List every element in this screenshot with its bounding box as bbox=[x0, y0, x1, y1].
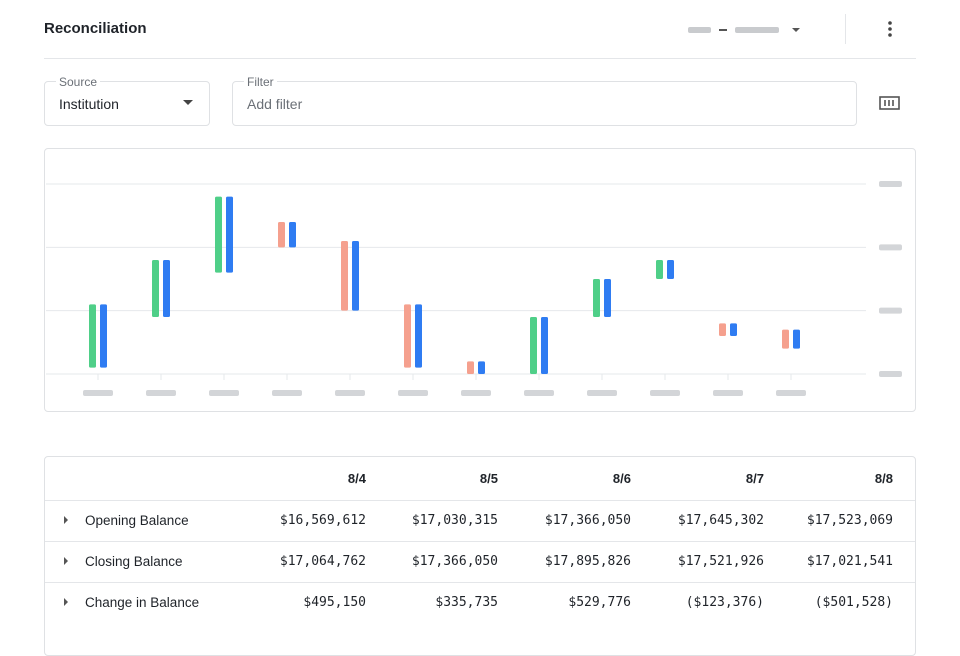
date-placeholder[interactable] bbox=[688, 27, 711, 33]
change-bar bbox=[593, 279, 600, 317]
cell-value: ($501,528) bbox=[814, 595, 893, 610]
cell-value: $17,645,302 bbox=[677, 513, 764, 528]
page-title: Reconciliation bbox=[44, 20, 147, 37]
cell-value: $17,366,050 bbox=[544, 513, 631, 528]
row-divider bbox=[45, 541, 915, 542]
balance-bar bbox=[100, 304, 107, 368]
cell-value: $17,021,541 bbox=[806, 554, 893, 569]
date-dash bbox=[719, 29, 727, 31]
header-rule bbox=[44, 58, 916, 59]
balance-bar bbox=[226, 196, 233, 273]
cell-value: $17,030,315 bbox=[411, 513, 498, 528]
expand-toggle[interactable] bbox=[62, 597, 70, 607]
x-label-placeholder bbox=[776, 390, 806, 396]
source-label: Source bbox=[56, 75, 101, 89]
chart-card bbox=[44, 148, 916, 412]
balance-bar bbox=[478, 361, 485, 374]
columns-button[interactable] bbox=[879, 95, 901, 111]
x-label-placeholder bbox=[461, 390, 491, 396]
date-placeholder[interactable] bbox=[735, 27, 779, 33]
change-bar bbox=[152, 260, 159, 317]
balance-bar bbox=[415, 304, 422, 368]
row-label: Opening Balance bbox=[85, 513, 189, 528]
column-header: 8/8 bbox=[874, 471, 893, 486]
balance-bar bbox=[730, 323, 737, 336]
more-menu[interactable] bbox=[882, 20, 898, 40]
cell-value: $17,366,050 bbox=[411, 554, 498, 569]
source-value: Institution bbox=[59, 96, 119, 112]
change-bar bbox=[278, 222, 285, 248]
balance-bar bbox=[163, 260, 170, 317]
filter-placeholder: Add filter bbox=[247, 96, 303, 112]
x-label-placeholder bbox=[146, 390, 176, 396]
cell-value: $17,521,926 bbox=[677, 554, 764, 569]
x-label-placeholder bbox=[587, 390, 617, 396]
balance-bar bbox=[667, 260, 674, 279]
expand-toggle[interactable] bbox=[62, 556, 70, 566]
y-tick-placeholder bbox=[879, 181, 902, 187]
change-bar bbox=[215, 196, 222, 273]
filter-label: Filter bbox=[244, 75, 277, 89]
filter-input[interactable] bbox=[232, 81, 857, 126]
change-bar bbox=[782, 329, 789, 349]
change-bar bbox=[89, 304, 96, 368]
cell-value: $17,523,069 bbox=[806, 513, 893, 528]
balance-bar bbox=[793, 329, 800, 349]
column-header: 8/5 bbox=[479, 471, 498, 486]
page: {"header": {"title": "Reconciliation"}, … bbox=[44, 14, 916, 656]
cell-value: $17,064,762 bbox=[279, 554, 366, 569]
change-bar bbox=[530, 317, 537, 374]
expand-toggle[interactable] bbox=[62, 515, 70, 525]
source-select[interactable] bbox=[44, 81, 210, 126]
row-divider bbox=[45, 582, 915, 583]
cell-value: $17,895,826 bbox=[544, 554, 631, 569]
y-tick-placeholder bbox=[879, 371, 902, 377]
balance-bar bbox=[352, 241, 359, 311]
x-label-placeholder bbox=[650, 390, 680, 396]
date-caret[interactable] bbox=[790, 25, 802, 35]
divider bbox=[845, 14, 846, 44]
change-bar bbox=[404, 304, 411, 368]
change-bar bbox=[341, 241, 348, 311]
change-bar bbox=[656, 260, 663, 279]
x-label-placeholder bbox=[272, 390, 302, 396]
chart bbox=[46, 181, 902, 396]
x-label-placeholder bbox=[83, 390, 113, 396]
row-label: Change in Balance bbox=[85, 595, 200, 610]
x-label-placeholder bbox=[713, 390, 743, 396]
balance-bar bbox=[541, 317, 548, 374]
body: Reconciliation Source Institution Filter… bbox=[44, 14, 916, 656]
change-bar bbox=[719, 323, 726, 336]
x-label-placeholder bbox=[209, 390, 239, 396]
balance-bar bbox=[604, 279, 611, 317]
column-header: 8/6 bbox=[612, 471, 631, 486]
row-divider bbox=[45, 500, 915, 501]
cell-value: $16,569,612 bbox=[279, 513, 366, 528]
column-header: 8/4 bbox=[347, 471, 366, 486]
source-caret bbox=[183, 100, 193, 105]
change-bar bbox=[467, 361, 474, 374]
x-label-placeholder bbox=[335, 390, 365, 396]
x-label-placeholder bbox=[524, 390, 554, 396]
y-tick-placeholder bbox=[879, 244, 902, 251]
balance-bar bbox=[289, 222, 296, 248]
row-label: Closing Balance bbox=[85, 554, 183, 569]
column-header: 8/7 bbox=[745, 471, 764, 486]
x-label-placeholder bbox=[398, 390, 428, 396]
y-tick-placeholder bbox=[879, 307, 902, 314]
